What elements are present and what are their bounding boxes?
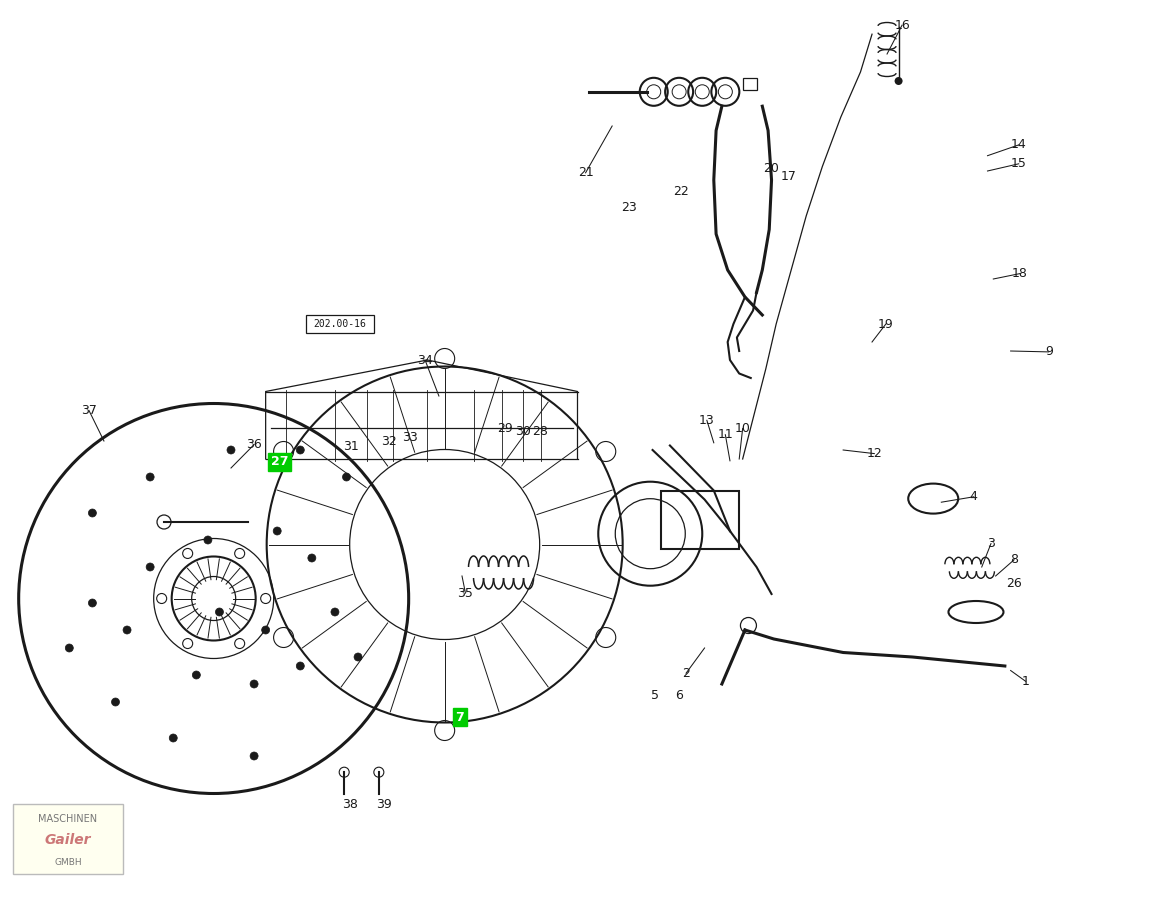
Text: 36: 36: [246, 438, 262, 451]
Text: 29: 29: [497, 422, 513, 435]
Circle shape: [297, 446, 304, 454]
Circle shape: [343, 473, 350, 481]
Circle shape: [331, 608, 338, 616]
Text: 19: 19: [878, 318, 894, 330]
Circle shape: [355, 653, 362, 661]
Circle shape: [147, 563, 154, 571]
Text: 1: 1: [1022, 675, 1029, 688]
Bar: [661, 491, 739, 549]
Text: 30: 30: [515, 425, 531, 437]
Text: 20: 20: [763, 162, 780, 175]
Text: 6: 6: [676, 689, 683, 702]
Text: 202.00-16: 202.00-16: [314, 319, 366, 329]
Circle shape: [204, 536, 211, 544]
Text: 13: 13: [699, 414, 715, 427]
Text: 32: 32: [381, 436, 397, 448]
Text: 26: 26: [1006, 577, 1022, 590]
Circle shape: [147, 473, 154, 481]
Text: 4: 4: [970, 491, 977, 503]
Text: 14: 14: [1011, 139, 1027, 151]
Text: 27: 27: [270, 455, 289, 468]
Circle shape: [89, 509, 96, 517]
Text: 17: 17: [781, 170, 797, 183]
Text: 37: 37: [81, 404, 97, 417]
Text: 22: 22: [673, 185, 690, 198]
Text: 8: 8: [1011, 554, 1018, 566]
Circle shape: [170, 734, 177, 742]
Text: 39: 39: [375, 798, 392, 811]
Text: Gailer: Gailer: [45, 833, 91, 848]
FancyBboxPatch shape: [13, 804, 122, 874]
Circle shape: [66, 644, 73, 652]
Text: GMBH: GMBH: [54, 859, 82, 868]
Text: 12: 12: [866, 447, 882, 460]
Circle shape: [262, 626, 269, 634]
Text: 31: 31: [343, 440, 359, 453]
Text: 10: 10: [735, 422, 751, 435]
Text: 38: 38: [342, 798, 358, 811]
Text: 9: 9: [1045, 346, 1052, 358]
Text: 18: 18: [1012, 267, 1028, 280]
Text: 35: 35: [457, 587, 474, 599]
Text: 16: 16: [894, 19, 910, 32]
Circle shape: [124, 626, 131, 634]
Text: 3: 3: [988, 537, 994, 550]
Circle shape: [251, 680, 258, 688]
Circle shape: [895, 77, 902, 85]
Circle shape: [216, 608, 223, 616]
Text: 28: 28: [532, 425, 549, 437]
Text: 7: 7: [455, 711, 464, 724]
Circle shape: [228, 446, 234, 454]
Text: 5: 5: [651, 689, 658, 702]
Text: 11: 11: [717, 428, 733, 441]
Text: 2: 2: [683, 667, 690, 680]
Text: 33: 33: [402, 431, 418, 444]
Circle shape: [308, 554, 315, 562]
Circle shape: [193, 671, 200, 679]
Circle shape: [297, 662, 304, 670]
Text: 21: 21: [578, 166, 594, 179]
Circle shape: [251, 752, 258, 760]
Circle shape: [89, 599, 96, 607]
Text: 15: 15: [1011, 158, 1027, 170]
Circle shape: [112, 698, 119, 706]
Circle shape: [274, 527, 281, 535]
Text: 34: 34: [417, 354, 433, 366]
Text: MASCHINEN: MASCHINEN: [38, 814, 97, 824]
Text: 23: 23: [621, 202, 638, 214]
Bar: [306, 315, 374, 333]
